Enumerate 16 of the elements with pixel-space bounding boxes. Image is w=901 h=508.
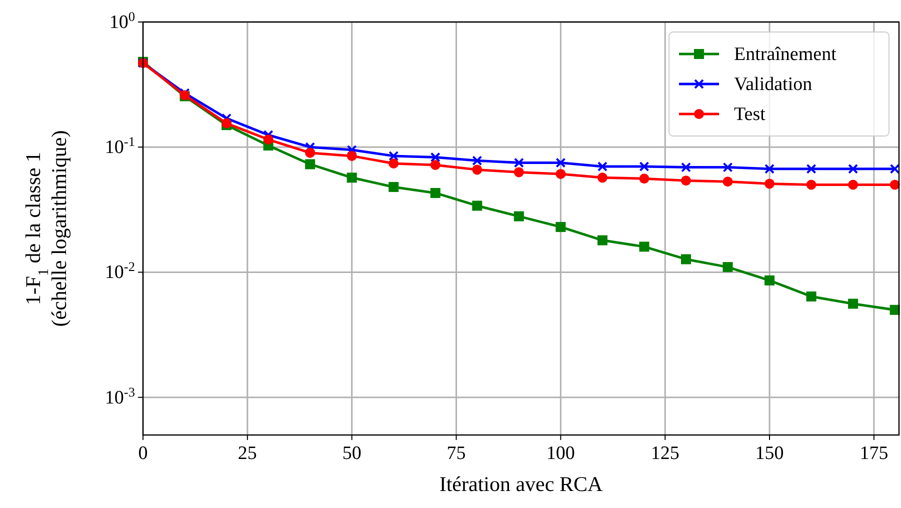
- x-axis-title: Itération avec RCA: [439, 472, 604, 496]
- x-tick-label: 100: [546, 443, 575, 464]
- x-tick-label: 175: [860, 443, 888, 464]
- x-tick-label: 0: [138, 443, 148, 464]
- y-tick-label: 10$^{-2}$: [104, 258, 135, 284]
- y-tick-label: 10$^{0}$: [109, 8, 136, 33]
- x-tick-label: 25: [238, 443, 257, 464]
- x-tick-label: 75: [446, 443, 466, 464]
- x-tick-label: 150: [755, 443, 784, 464]
- legend-label: Entraînement: [734, 44, 838, 65]
- y-tick-label: 10$^{-1}$: [104, 134, 135, 158]
- legend-label: Validation: [734, 74, 813, 95]
- y-tick-label: 10$^{-3}$: [104, 384, 136, 408]
- legend-label: Test: [734, 104, 766, 125]
- x-tick-label: 125: [650, 443, 680, 464]
- x-tick-label: 50: [342, 443, 362, 464]
